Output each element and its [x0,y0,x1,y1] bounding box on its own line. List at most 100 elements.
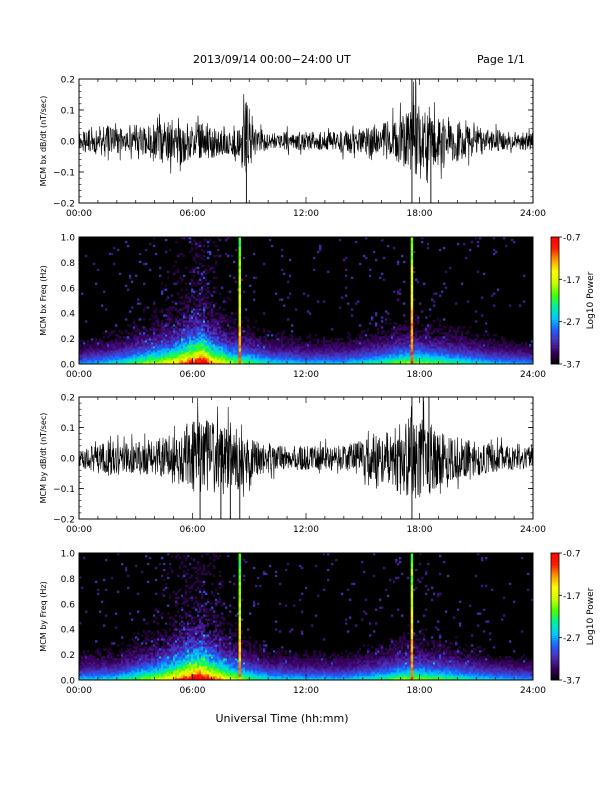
colorbar-segment [551,321,559,325]
spectrogram-cell [471,340,474,343]
spectrogram-cell [297,338,300,341]
spectrogram-cell [199,362,202,365]
spectrogram-cell [435,360,438,363]
colorbar-label: Log10 Power [586,271,596,329]
spectrogram-cell [205,304,208,307]
spectrogram-cell [513,348,516,351]
spectrogram-cell [285,348,288,351]
spectrogram-cell [125,350,128,353]
spectrogram-cell [433,352,436,355]
spectrogram-cell [497,358,500,361]
spectrogram-cell [427,326,430,329]
spectrogram-cell [331,360,334,363]
spectrogram-cell [521,352,524,355]
spectrogram-cell [127,348,130,351]
spectrogram-cell [181,340,184,343]
spectrogram-cell [209,356,212,359]
spectrogram-cell [427,330,430,333]
spectrogram-cell [219,254,222,258]
spectrogram-cell [271,344,274,347]
spectrogram-cell [95,678,98,681]
spectrogram-cell [361,336,364,339]
spectrogram-cell [459,344,462,347]
spectrogram-cell [299,354,302,357]
spectrogram-cell [383,278,386,281]
spectrogram-cell [487,348,490,351]
spectrogram-cell [375,258,378,262]
spectrogram-cell [131,656,134,659]
spectrogram-cell [219,326,222,329]
spectrogram-cell [393,344,396,347]
spectrogram-cell [309,336,312,339]
spectrogram-cell [265,352,268,355]
spectrogram-cell [235,336,238,339]
spectrogram-cell [99,358,102,361]
spectrogram-cell [231,342,234,345]
spectrogram-cell [231,354,234,357]
spectrogram-cell [503,348,506,351]
spectrogram-cell [227,340,230,343]
spectrogram-cell [401,352,404,355]
spectrogram-cell [429,342,432,345]
spectrogram-cell [359,346,362,349]
spectrogram-cell [229,290,232,293]
spectrogram-cell [257,356,260,359]
spectrogram-cell [81,676,84,679]
spectrogram-cell [191,350,194,353]
spectrogram-cell [453,360,456,363]
spectrogram-cell [193,300,196,303]
spectrogram-cell [135,672,138,675]
spectrogram-cell [289,258,292,262]
spectrogram-cell [321,360,324,363]
spectrogram-cell [217,248,220,252]
spectrogram-cell [217,338,220,341]
spectrogram-cell [465,342,468,345]
spectrogram-cell [143,310,146,313]
spectrogram-cell [377,332,380,335]
spectrogram-cell [83,676,86,679]
spectrogram-cell [435,356,438,359]
spectrogram-cell [161,352,164,355]
colorbar-segment [551,351,559,354]
spectrogram-cell [215,340,218,343]
spectrogram-cell [377,362,380,365]
spectrogram-cell [363,356,366,359]
spectrogram-cell [217,308,220,311]
spectrogram-cell [473,344,476,347]
spectrogram-cell [211,294,214,297]
spectrogram-cell [195,360,198,363]
spectrogram-cell [399,338,402,341]
spectrogram-cell [169,316,172,319]
spectrogram-cell [333,342,336,345]
spectrogram-cell [391,350,394,353]
spectrogram-cell [123,672,126,675]
spectrogram-cell [413,322,416,325]
spectrogram-cell [283,350,286,353]
spectrogram-cell [419,350,422,353]
spectrogram-cell [333,360,336,363]
spectrogram-cell [493,346,496,349]
spectrogram-cell [103,336,106,339]
spectrogram-cell [205,342,208,345]
spectrogram-cell [349,362,352,365]
spectrogram-cell [423,358,426,361]
spectrogram-cell [191,268,194,272]
spectrogram-cell [119,272,122,275]
spectrogram-cell [297,354,300,357]
spectrogram-cell [211,310,214,313]
spectrogram-cell [439,352,442,355]
spectrogram-cell [283,330,286,333]
spectrogram-cell [247,344,250,347]
spectrogram-cell [441,344,444,347]
spectrogram-vertical-line-1 [238,348,241,352]
spectrogram-cell [241,356,244,359]
spectrogram-cell [187,360,190,363]
spectrogram-cell [179,324,182,327]
spectrogram-cell [171,300,174,303]
spectrogram-cell [93,656,96,659]
spectrogram-cell [353,350,356,353]
spectrogram-cell [167,314,170,317]
spectrogram-cell [463,356,466,359]
spectrogram-cell [309,334,312,337]
spectrogram-cell [151,326,154,329]
